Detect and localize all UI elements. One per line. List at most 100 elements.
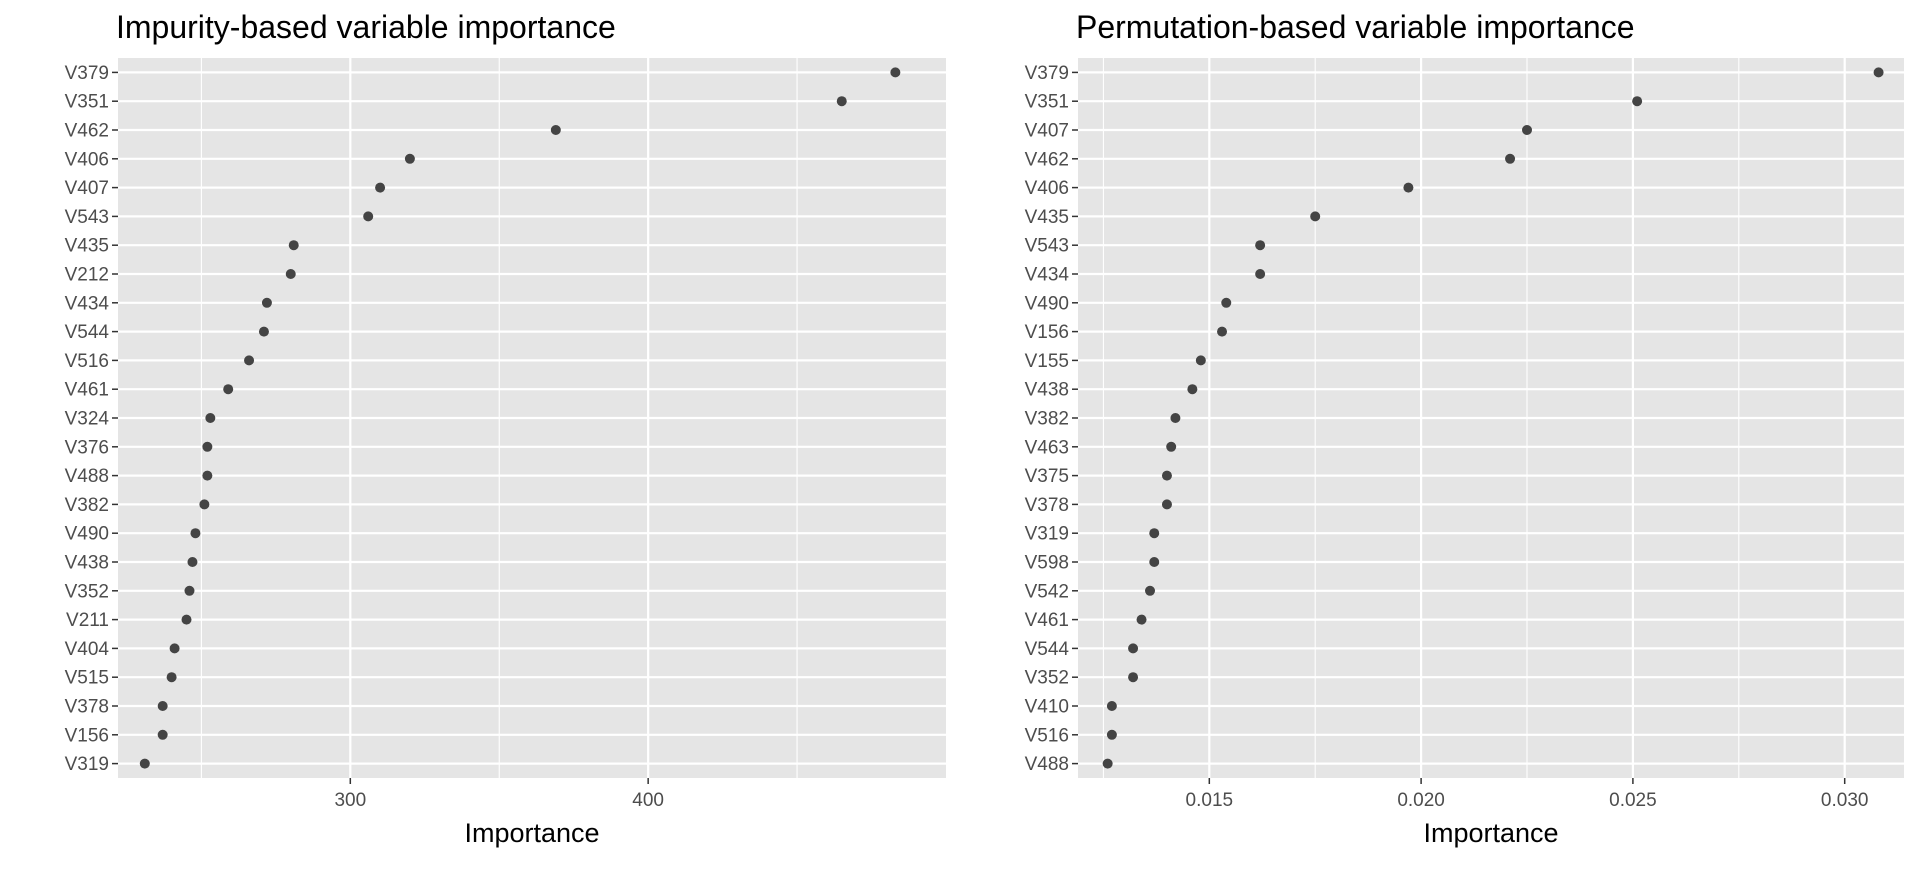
- data-point-impurity-v404: [169, 643, 180, 654]
- data-point-permutation-v379: [1873, 67, 1884, 78]
- y-tick-label-v490: V490: [65, 524, 109, 545]
- y-tick-label-v406: V406: [65, 149, 109, 170]
- data-point-impurity-v324: [205, 413, 216, 423]
- data-point-impurity-v376: [202, 441, 213, 452]
- y-tick-label-v434: V434: [65, 293, 110, 314]
- x-axis-label: Importance: [464, 818, 599, 848]
- y-tick-label-v406: V406: [1025, 178, 1069, 199]
- y-tick-label-v516: V516: [65, 351, 109, 372]
- data-point-permutation-v438: [1187, 384, 1198, 395]
- data-point-permutation-v378: [1161, 499, 1172, 510]
- data-point-permutation-v410: [1106, 701, 1117, 711]
- y-tick-label-v438: V438: [65, 553, 109, 574]
- data-point-permutation-v490: [1221, 297, 1232, 308]
- y-tick-label-v543: V543: [65, 207, 109, 228]
- y-tick-label-v515: V515: [65, 668, 109, 689]
- x-tick-label: 0.020: [1397, 790, 1445, 811]
- data-point-permutation-v155: [1195, 355, 1206, 366]
- y-tick-label-v382: V382: [1025, 409, 1069, 430]
- y-tick-label-v544: V544: [1025, 639, 1070, 660]
- y-tick-label-v211: V211: [66, 610, 109, 631]
- data-point-permutation-v156: [1217, 326, 1228, 337]
- data-point-impurity-v515: [166, 672, 177, 683]
- data-point-impurity-v543: [363, 211, 374, 222]
- data-point-impurity-v434: [261, 297, 272, 308]
- data-point-permutation-v542: [1145, 585, 1156, 596]
- data-point-permutation-v516: [1106, 729, 1117, 740]
- y-tick-label-v324: V324: [65, 409, 110, 430]
- y-tick-label-v490: V490: [1025, 293, 1069, 314]
- y-tick-label-v434: V434: [1025, 265, 1070, 286]
- x-axis-label: Importance: [1423, 818, 1558, 848]
- data-point-impurity-v406: [404, 153, 415, 164]
- y-tick-label-v319: V319: [1025, 524, 1069, 545]
- y-tick-label-v438: V438: [1025, 380, 1069, 401]
- data-point-impurity-v438: [187, 557, 198, 567]
- panel-permutation-importance: Permutation-based variable importance V37…: [1025, 9, 1904, 848]
- data-point-impurity-v544: [258, 326, 269, 337]
- y-tick-label-v319: V319: [65, 754, 109, 775]
- y-tick-label-v375: V375: [1025, 466, 1069, 487]
- y-tick-label-v488: V488: [1025, 754, 1069, 775]
- x-tick-label: 300: [334, 790, 366, 811]
- y-tick-label-v376: V376: [65, 437, 109, 458]
- x-tick-label: 400: [632, 790, 664, 811]
- data-point-impurity-v378: [157, 701, 168, 711]
- y-tick-label-v462: V462: [65, 121, 109, 142]
- y-tick-label-v516: V516: [1025, 725, 1069, 746]
- data-point-permutation-v352: [1128, 672, 1139, 683]
- data-point-permutation-v435: [1310, 211, 1321, 222]
- data-point-impurity-v211: [181, 614, 192, 625]
- data-point-permutation-v461: [1136, 614, 1147, 625]
- data-point-impurity-v462: [550, 125, 561, 135]
- y-tick-label-v155: V155: [1025, 351, 1069, 372]
- y-tick-label-v543: V543: [1025, 236, 1069, 257]
- data-point-permutation-v463: [1166, 441, 1177, 452]
- y-tick-label-v382: V382: [65, 495, 109, 516]
- y-tick-label-v156: V156: [1025, 322, 1069, 343]
- y-tick-label-v435: V435: [65, 236, 109, 257]
- data-point-permutation-v407: [1522, 125, 1533, 135]
- y-tick-label-v379: V379: [65, 63, 109, 84]
- data-point-impurity-v461: [223, 384, 234, 395]
- y-tick-label-v462: V462: [1025, 149, 1069, 170]
- data-point-impurity-v379: [890, 67, 901, 78]
- data-point-permutation-v544: [1128, 643, 1139, 654]
- data-point-impurity-v319: [139, 758, 150, 769]
- y-tick-label-v404: V404: [65, 639, 110, 660]
- data-point-impurity-v382: [199, 499, 210, 510]
- data-point-permutation-v351: [1632, 96, 1643, 107]
- data-point-impurity-v435: [288, 240, 299, 251]
- y-tick-label-v544: V544: [65, 322, 110, 343]
- y-tick-label-v378: V378: [65, 697, 109, 718]
- data-point-impurity-v352: [184, 585, 195, 596]
- y-tick-label-v352: V352: [65, 581, 109, 602]
- y-tick-label-v598: V598: [1025, 553, 1069, 574]
- y-tick-label-v212: V212: [65, 265, 109, 286]
- data-point-permutation-v462: [1505, 153, 1516, 164]
- y-tick-label-v461: V461: [65, 380, 109, 401]
- y-tick-label-v351: V351: [65, 92, 109, 113]
- x-tick-label: 0.025: [1609, 790, 1657, 811]
- data-point-permutation-v434: [1255, 269, 1266, 279]
- data-point-permutation-v319: [1149, 528, 1160, 539]
- y-tick-label-v352: V352: [1025, 668, 1069, 689]
- y-tick-label-v461: V461: [1025, 610, 1069, 631]
- data-point-permutation-v488: [1102, 758, 1113, 769]
- chart-title: Impurity-based variable importance: [116, 9, 616, 45]
- y-tick-label-v379: V379: [1025, 63, 1069, 84]
- data-point-permutation-v406: [1403, 182, 1414, 193]
- y-tick-label-v488: V488: [65, 466, 109, 487]
- panel-impurity-importance: Impurity-based variable importance V379 V3…: [65, 9, 946, 848]
- y-tick-label-v407: V407: [65, 178, 109, 199]
- y-tick-label-v463: V463: [1025, 437, 1069, 458]
- data-point-impurity-v488: [202, 470, 213, 481]
- data-point-impurity-v516: [244, 355, 255, 366]
- chart-title: Permutation-based variable importance: [1076, 9, 1635, 45]
- data-point-permutation-v543: [1255, 240, 1266, 251]
- y-tick-label-v378: V378: [1025, 495, 1069, 516]
- data-point-permutation-v382: [1170, 413, 1181, 423]
- data-point-impurity-v212: [285, 269, 296, 279]
